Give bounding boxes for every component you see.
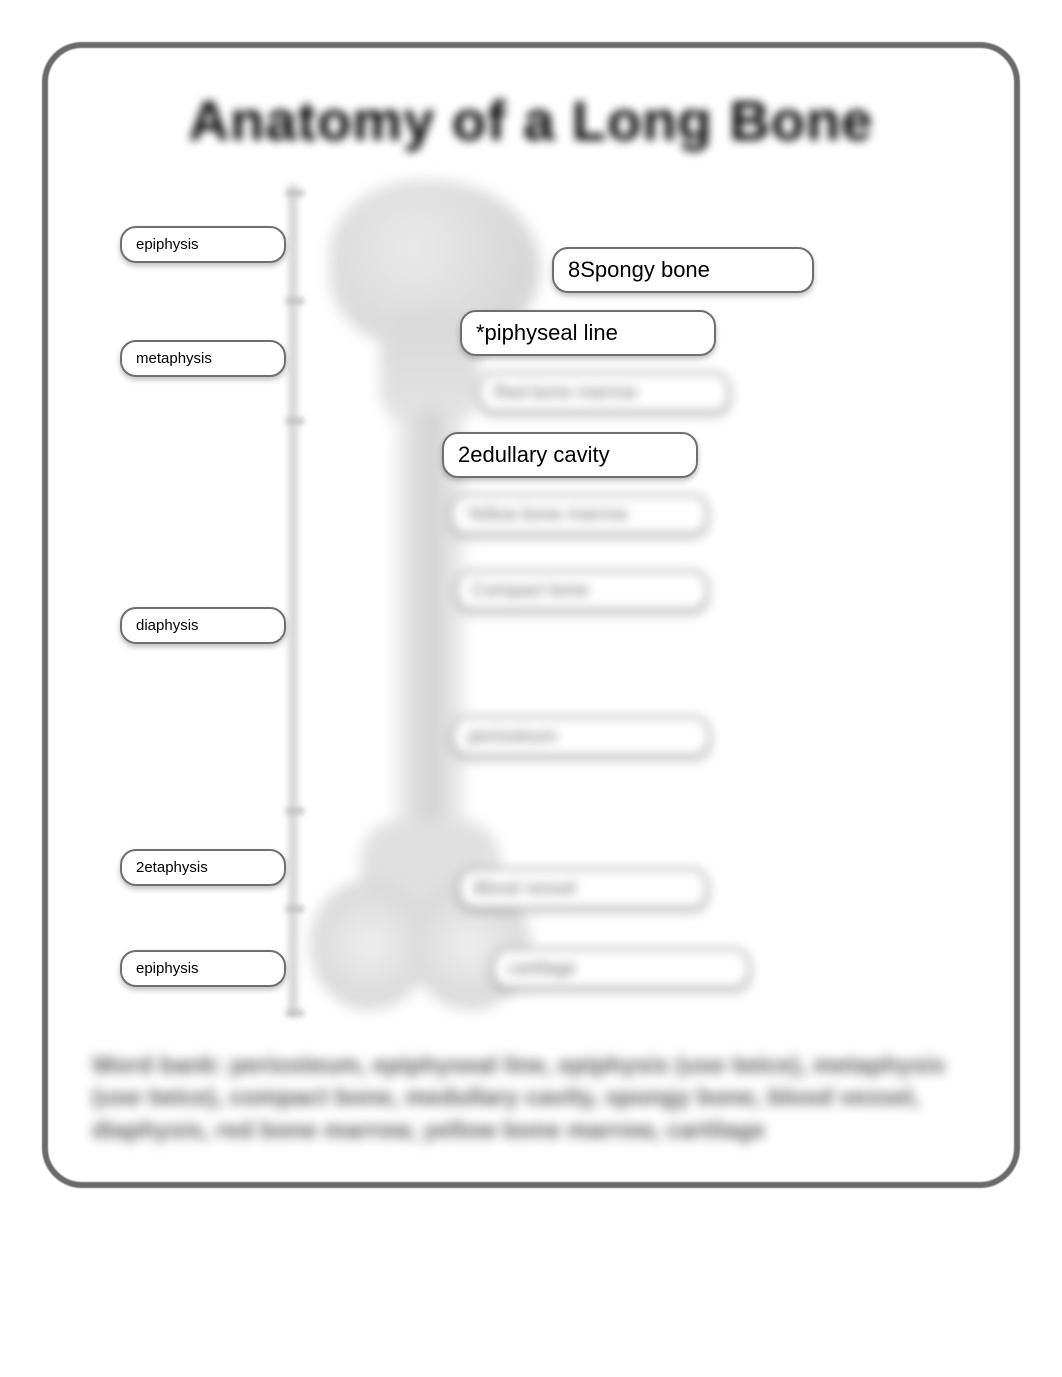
label-bloodvessel[interactable]: Blood vessel — [458, 868, 708, 909]
label-cartilage[interactable]: cartilage — [492, 948, 750, 989]
label-spongy[interactable]: 8Spongy bone — [552, 247, 814, 293]
label-redmarrow[interactable]: Red bone marrow — [478, 372, 730, 413]
label-compact[interactable]: Compact bone — [456, 570, 708, 611]
label-medullary[interactable]: 2edullary cavity — [442, 432, 698, 478]
label-epiphysis_top[interactable]: epiphysis — [120, 226, 286, 263]
label-epiphysis_bot[interactable]: epiphysis — [120, 950, 286, 987]
label-metaphysis_bot[interactable]: 2etaphysis — [120, 849, 286, 886]
label-yellow[interactable]: Yellow bone marrow — [450, 494, 708, 535]
word-bank: Word bank: periosteum, epiphyseal line, … — [92, 1050, 970, 1147]
page: Anatomy of a Long Bone epiphysis metaphys… — [0, 0, 1062, 1377]
page-title: Anatomy of a Long Bone — [0, 88, 1062, 153]
label-periosteum[interactable]: periosteum — [452, 716, 710, 757]
measure-guide — [290, 185, 296, 1015]
label-epiline[interactable]: *piphyseal line — [460, 310, 716, 356]
label-diaphysis[interactable]: diaphysis — [120, 607, 286, 644]
label-metaphysis_top[interactable]: metaphysis — [120, 340, 286, 377]
